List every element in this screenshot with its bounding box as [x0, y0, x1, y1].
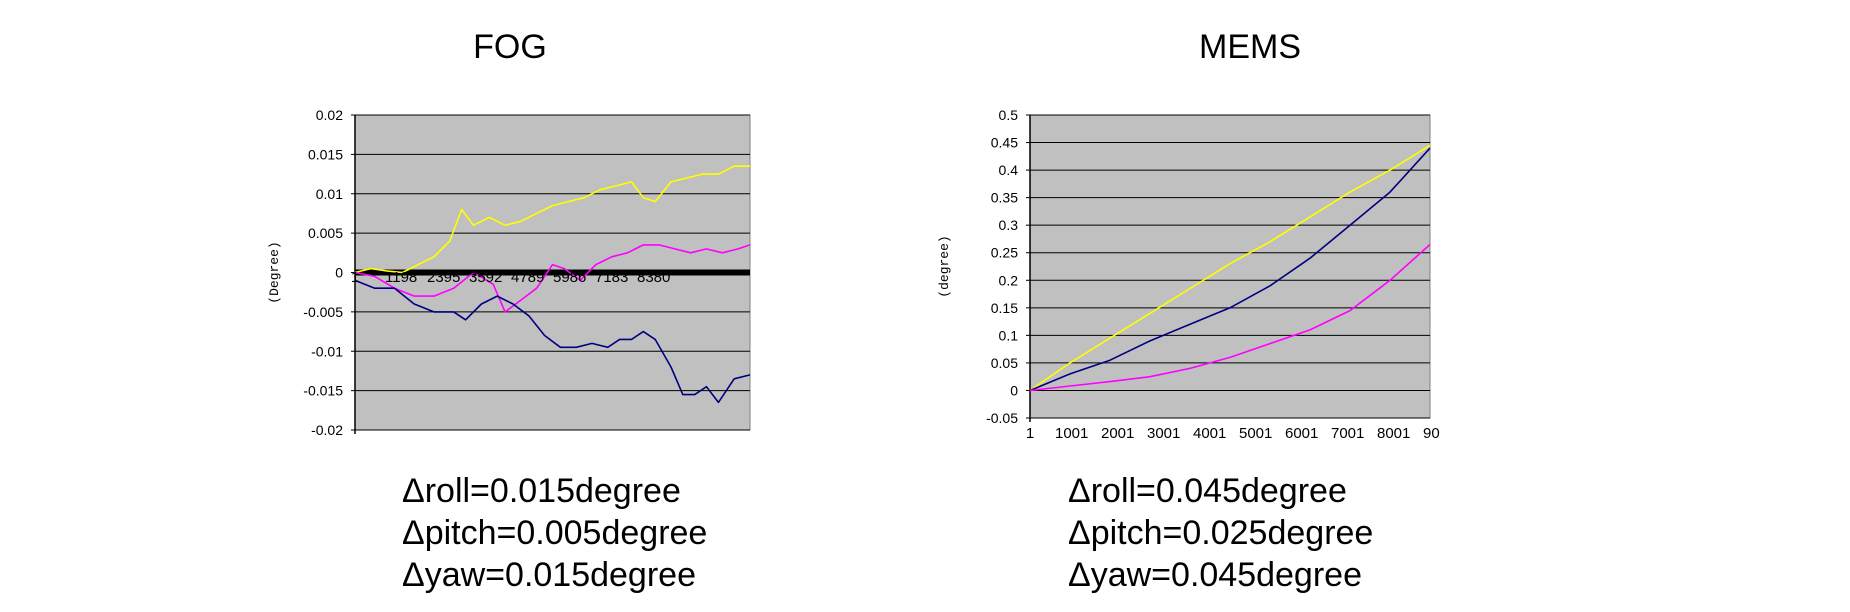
fog-xtick-label: 3592 [469, 269, 502, 286]
fog-xtick-label: 4789 [511, 269, 544, 286]
fog-ytick-label: -0.005 [303, 304, 343, 320]
fog-chart: 0.02 0.015 0.01 0.005 0 -0.005 -0.01 -0.015 -0.0… [250, 100, 760, 440]
mems-xtick-label: 8001 [1377, 425, 1410, 440]
mems-ytick-label: 0.45 [991, 135, 1018, 151]
mems-ytick-label: 0.3 [999, 217, 1019, 233]
mems-yaw-stat: Δyaw=0.045degree [1068, 556, 1362, 594]
mems-xtick-label: 7001 [1331, 425, 1364, 440]
mems-ytick-label: 0.1 [999, 327, 1019, 343]
mems-pitch-stat: Δpitch=0.025degree [1068, 514, 1374, 552]
fog-yaw-stat: Δyaw=0.015degree [402, 556, 696, 594]
fog-ytick-label: 0.015 [308, 146, 343, 162]
mems-chart-title: MEMS [1199, 28, 1301, 66]
mems-roll-stat: Δroll=0.045degree [1068, 472, 1347, 510]
mems-ytick-label: 0.2 [999, 272, 1019, 288]
fog-xtick-label: 2395 [427, 269, 460, 286]
fog-chart-title: FOG [473, 28, 547, 66]
mems-ytick-label: 0.15 [991, 300, 1018, 316]
mems-xtick-label: 3001 [1147, 425, 1180, 440]
fog-ytick-label: 0 [335, 265, 343, 281]
mems-xtick-label: 1001 [1055, 425, 1088, 440]
mems-series-line-1 [1029, 144, 1431, 392]
mems-xtick-label: 2001 [1101, 425, 1134, 440]
mems-ytick-label: 0.35 [991, 190, 1018, 206]
fog-xtick-label: 8380 [637, 269, 670, 286]
fog-ytick-label: -0.015 [303, 383, 343, 399]
fog-stats: Δroll=0.015degree Δpitch=0.005degree Δya… [402, 470, 707, 596]
fog-series-line-1 [354, 165, 750, 274]
fog-xtick-label: 1198 [385, 269, 417, 286]
fog-y-axis-label: (Degree) [267, 241, 282, 303]
fog-ytick-label: -0.01 [311, 343, 343, 359]
mems-ytick-label: 0.05 [991, 355, 1018, 371]
fog-pitch-stat: Δpitch=0.005degree [402, 514, 708, 552]
mems-xtick-label: 6001 [1285, 425, 1318, 440]
mems-y-axis-label: (degree) [937, 235, 952, 297]
fog-series-line-3 [354, 279, 751, 404]
fog-xtick-label: 5986 [553, 269, 586, 286]
fog-ytick-label: 0.02 [316, 107, 343, 123]
mems-series-line-2 [1029, 147, 1431, 392]
mems-plot-area [1029, 114, 1431, 419]
fog-series-line-2 [354, 244, 751, 313]
fog-xtick-label: 7183 [595, 269, 628, 286]
fog-ytick-label: 0.01 [316, 186, 343, 202]
mems-ytick-label: 0.25 [991, 245, 1018, 261]
mems-xtick-label: 9001 [1423, 425, 1440, 440]
mems-ytick-label: -0.05 [986, 410, 1018, 426]
mems-ytick-label: 0.4 [999, 162, 1019, 178]
mems-xtick-label: 5001 [1239, 425, 1272, 440]
fog-ytick-label: -0.02 [311, 422, 343, 438]
mems-ytick-label: 0 [1010, 382, 1018, 398]
fog-roll-stat: Δroll=0.015degree [402, 472, 681, 510]
mems-stats: Δroll=0.045degree Δpitch=0.025degree Δya… [1068, 470, 1373, 596]
mems-chart: 0.5 0.45 0.4 0.35 0.3 0.25 0.2 0.15 0.1 0.05 0 -0.0… [920, 100, 1440, 440]
mems-xtick-label: 1 [1026, 425, 1034, 440]
fog-xtick-label: 1 [351, 269, 359, 286]
mems-xtick-label: 4001 [1193, 425, 1226, 440]
fog-ytick-label: 0.005 [308, 225, 343, 241]
mems-series-line-3 [1029, 243, 1431, 392]
mems-ytick-label: 0.5 [999, 107, 1019, 123]
